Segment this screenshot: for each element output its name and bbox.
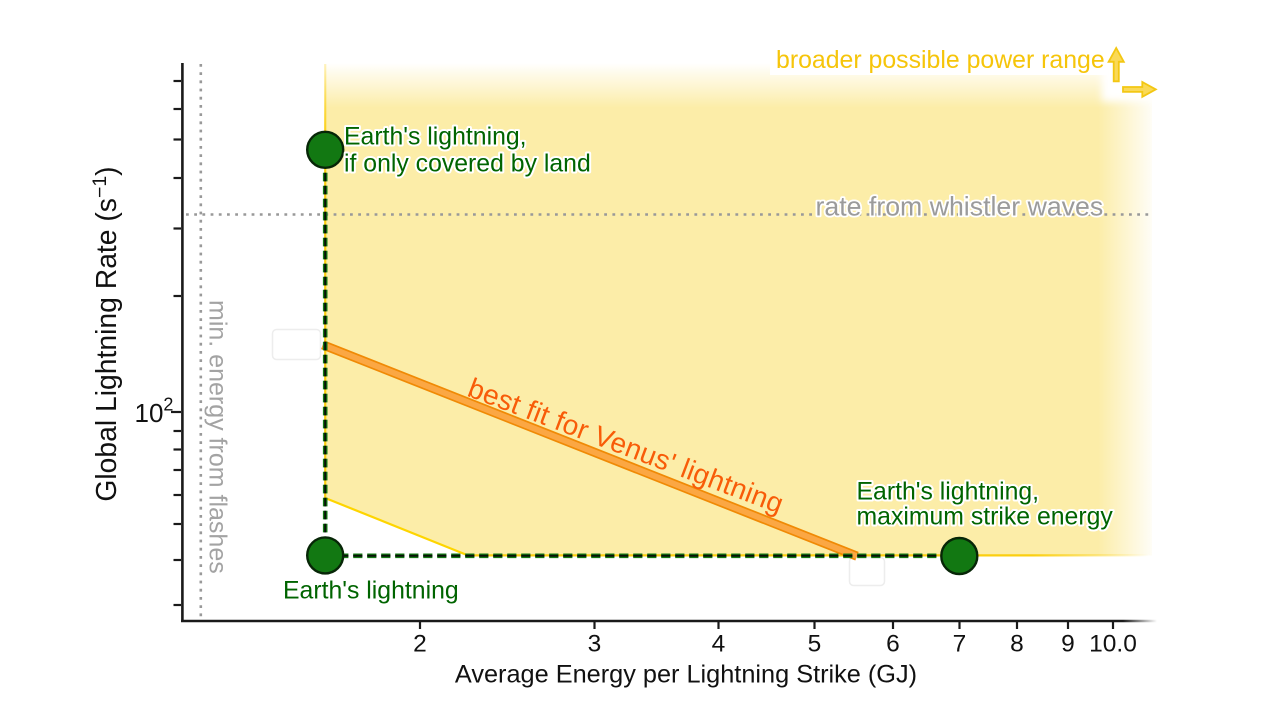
svg-text:maximum strike energy: maximum strike energy bbox=[857, 504, 1114, 531]
svg-text:102: 102 bbox=[135, 395, 174, 429]
svg-text:Earth's lightning,: Earth's lightning, bbox=[344, 124, 527, 151]
svg-text:Average Energy per Lightning S: Average Energy per Lightning Strike (GJ) bbox=[455, 661, 917, 689]
svg-text:6: 6 bbox=[886, 631, 900, 658]
svg-text:Earth's lightning: Earth's lightning bbox=[283, 578, 459, 605]
svg-text:10.0: 10.0 bbox=[1089, 631, 1137, 658]
svg-text:9: 9 bbox=[1061, 631, 1075, 658]
svg-text:Earth's lightning,: Earth's lightning, bbox=[857, 479, 1040, 506]
svg-text:broader possible power range: broader possible power range bbox=[776, 47, 1105, 74]
svg-text:8: 8 bbox=[1010, 631, 1024, 658]
svg-text:2: 2 bbox=[413, 631, 427, 658]
svg-text:5: 5 bbox=[808, 631, 822, 658]
svg-text:4: 4 bbox=[712, 631, 726, 658]
svg-text:3: 3 bbox=[588, 631, 602, 658]
svg-text:Global Lightning Rate (s−1): Global Lightning Rate (s−1) bbox=[89, 166, 122, 501]
svg-text:7: 7 bbox=[953, 631, 967, 658]
svg-text:min. energy from flashes: min. energy from flashes bbox=[204, 300, 232, 574]
svg-text:if only covered by land: if only covered by land bbox=[344, 151, 591, 178]
svg-text:rate from whistler waves: rate from whistler waves bbox=[816, 192, 1104, 222]
